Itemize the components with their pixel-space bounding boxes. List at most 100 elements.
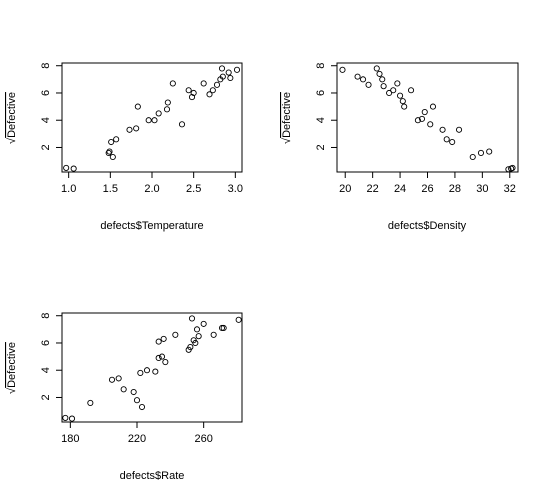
data-point — [71, 166, 76, 171]
data-point — [428, 122, 433, 127]
data-point — [164, 107, 169, 112]
y-tick-label: 6 — [40, 90, 52, 96]
y-axis: 2 4 6 8 — [315, 63, 337, 151]
data-point — [211, 332, 216, 337]
data-point — [173, 332, 178, 337]
x-tick-label: 3.0 — [228, 183, 243, 195]
data-point — [444, 137, 449, 142]
x-tick-label: 260 — [194, 433, 212, 445]
y-axis-label-text: Defective — [281, 92, 293, 138]
data-point — [64, 165, 69, 170]
x-tick-label: 28 — [449, 183, 461, 195]
y-axis: 2 4 6 8 — [40, 63, 62, 151]
data-point — [214, 82, 219, 87]
data-point — [381, 84, 386, 89]
data-point — [196, 334, 201, 339]
data-point — [138, 370, 143, 375]
y-tick-label: 2 — [40, 144, 52, 150]
data-point — [152, 118, 157, 123]
data-point — [179, 122, 184, 127]
data-point — [355, 74, 360, 79]
data-point — [159, 354, 164, 359]
y-axis-label-group: √Defective — [6, 342, 18, 394]
data-point — [380, 77, 385, 82]
data-point — [400, 99, 405, 104]
data-point — [144, 368, 149, 373]
y-tick-label: 2 — [40, 394, 52, 400]
data-point — [134, 398, 139, 403]
data-point — [402, 104, 407, 109]
x-tick-label: 20 — [339, 183, 351, 195]
data-point — [163, 359, 168, 364]
data-point — [161, 336, 166, 341]
data-point — [88, 400, 93, 405]
data-point — [210, 88, 215, 93]
y-axis: 2 4 6 8 — [40, 313, 62, 401]
data-point — [69, 416, 74, 421]
data-point — [146, 118, 151, 123]
data-point — [194, 327, 199, 332]
data-point — [201, 81, 206, 86]
data-point — [408, 88, 413, 93]
x-tick-label: 220 — [128, 433, 146, 445]
x-tick-label: 24 — [394, 183, 406, 195]
data-point — [170, 81, 175, 86]
x-axis: 1.0 1.5 2.0 2.5 3.0 — [61, 172, 243, 195]
data-points — [340, 66, 515, 172]
y-tick-label: 6 — [315, 90, 327, 96]
data-point — [236, 317, 241, 322]
y-axis-label-text: Defective — [6, 342, 18, 388]
data-point — [135, 104, 140, 109]
y-tick-label: 6 — [40, 340, 52, 346]
y-tick-label: 4 — [315, 117, 327, 123]
data-point — [226, 70, 231, 75]
data-point — [139, 404, 144, 409]
x-axis-label: defects$Rate — [120, 470, 185, 482]
x-axis-label: defects$Density — [388, 220, 467, 232]
x-tick-label: 2.0 — [144, 183, 159, 195]
data-point — [340, 67, 345, 72]
data-point — [156, 339, 161, 344]
y-tick-label: 8 — [315, 63, 327, 69]
data-point — [63, 415, 68, 420]
y-tick-label: 4 — [40, 117, 52, 123]
x-tick-label: 26 — [421, 183, 433, 195]
data-point — [377, 71, 382, 76]
y-axis-label-text: Defective — [6, 92, 18, 138]
data-points — [63, 316, 242, 421]
data-point — [201, 321, 206, 326]
y-axis-label: √Defective — [6, 92, 18, 144]
data-point — [109, 377, 114, 382]
y-tick-label: 4 — [40, 367, 52, 373]
x-tick-label: 30 — [476, 183, 488, 195]
data-point — [156, 111, 161, 116]
y-tick-label: 2 — [315, 144, 327, 150]
y-axis-label-group: √Defective — [281, 92, 293, 144]
y-axis-label: √Defective — [281, 92, 293, 144]
data-point — [456, 127, 461, 132]
data-point — [478, 150, 483, 155]
x-tick-label: 22 — [367, 183, 379, 195]
data-point — [121, 387, 126, 392]
data-point — [153, 369, 158, 374]
panel-density: 20 22 24 26 28 30 32 2468 defects$Density √Def… — [281, 63, 518, 232]
data-point — [110, 154, 115, 159]
data-point — [109, 139, 114, 144]
plot-frame — [62, 63, 242, 172]
data-point — [134, 126, 139, 131]
data-point — [422, 109, 427, 114]
data-point — [234, 67, 239, 72]
data-point — [374, 66, 379, 71]
panel-rate: 180 220 260 2468 defects$Rate √Defective — [6, 313, 242, 482]
data-point — [165, 100, 170, 105]
data-point — [391, 88, 396, 93]
data-point — [430, 104, 435, 109]
data-point — [366, 82, 371, 87]
data-point — [395, 81, 400, 86]
data-point — [156, 355, 161, 360]
x-tick-label: 2.5 — [186, 183, 201, 195]
x-tick-label: 32 — [504, 183, 516, 195]
x-tick-label: 180 — [61, 433, 79, 445]
panel-temperature: 1.0 1.5 2.0 2.5 3.0 2 4 6 8 defects$Temperature… — [6, 63, 243, 232]
